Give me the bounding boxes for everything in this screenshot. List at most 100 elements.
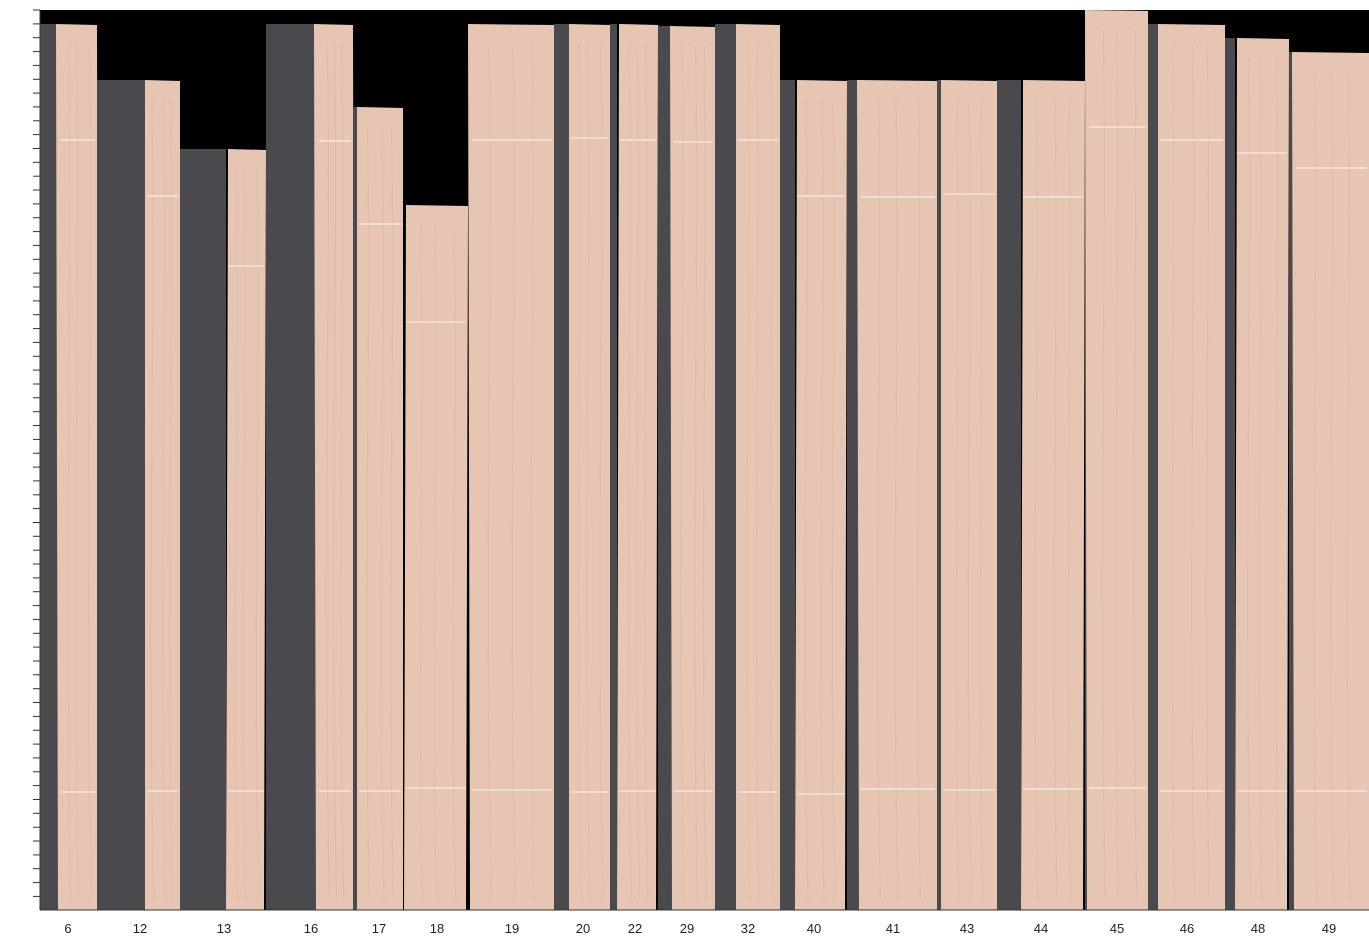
wood-grain — [242, 168, 247, 901]
board-label: 46 — [1179, 921, 1195, 936]
board-wood — [226, 149, 266, 910]
wood-grain — [487, 43, 492, 901]
wood-grain — [894, 99, 899, 901]
wood-grain — [636, 43, 640, 901]
board-shadow — [353, 107, 357, 910]
wood-grain — [1034, 99, 1039, 901]
wood-grain — [380, 126, 385, 901]
board-shadow — [97, 80, 145, 910]
wood-grain — [511, 43, 516, 901]
board-label: 43 — [959, 921, 975, 936]
board-wood — [1158, 24, 1225, 910]
wood-grain — [599, 43, 604, 901]
board-shadow — [554, 24, 569, 910]
wood-grain — [577, 43, 582, 901]
wood-grain — [419, 224, 424, 901]
board-wood — [357, 107, 403, 910]
board-32 — [715, 24, 780, 910]
board-19 — [468, 24, 556, 910]
board-13 — [180, 149, 266, 910]
board-shadow — [937, 80, 941, 910]
board-label: 16 — [303, 921, 319, 936]
board-45 — [1085, 10, 1150, 910]
board-40 — [780, 80, 847, 910]
board-46 — [1148, 24, 1225, 910]
wood-grain — [979, 99, 984, 901]
board-label: 20 — [575, 921, 591, 936]
wood-grain — [366, 126, 370, 901]
board-shadow — [997, 80, 1021, 910]
board-shadow — [40, 24, 58, 910]
wood-grain — [452, 224, 457, 901]
board-wood — [1292, 52, 1369, 910]
board-shadow — [1148, 24, 1158, 910]
board-44 — [997, 80, 1085, 910]
board-17 — [353, 107, 403, 910]
wood-grain — [820, 99, 825, 901]
wood-grain — [917, 99, 921, 901]
wood-grain — [804, 99, 809, 901]
wood-grain — [769, 43, 774, 901]
board-18 — [404, 205, 468, 910]
boards-layer — [40, 10, 1369, 910]
board-label: 12 — [132, 921, 148, 936]
board-wood — [1085, 10, 1150, 910]
board-label: 49 — [1321, 921, 1337, 936]
board-48 — [1225, 38, 1289, 910]
wood-grain — [162, 99, 166, 901]
wood-grain — [680, 45, 685, 901]
board-16 — [266, 24, 355, 910]
wood-grain — [1258, 57, 1263, 901]
wood-grain — [702, 45, 707, 901]
board-label: 18 — [429, 921, 445, 936]
board-label: 40 — [806, 921, 822, 936]
wood-grain — [390, 126, 394, 901]
board-shadow — [180, 149, 226, 910]
wood-grain — [1053, 99, 1058, 901]
wood-grain — [433, 224, 438, 901]
board-label: 44 — [1033, 921, 1049, 936]
wood-grain — [586, 43, 590, 901]
wood-grain — [168, 99, 173, 901]
board-shadow — [1225, 38, 1235, 910]
board-label: 6 — [64, 921, 72, 936]
board-label: 17 — [371, 921, 387, 936]
board-wood — [468, 24, 556, 910]
board-shadow — [266, 24, 316, 910]
board-shadow — [780, 80, 795, 910]
wood-grain — [967, 99, 972, 901]
wood-grain — [1133, 29, 1138, 901]
wood-grain — [1191, 43, 1195, 901]
wood-grain — [755, 43, 760, 901]
wood-grain — [1275, 57, 1279, 901]
wood-grain — [67, 43, 72, 901]
board-41 — [847, 80, 939, 910]
wood-grain — [1101, 29, 1106, 901]
wood-grain — [1205, 43, 1210, 901]
vertical-ruler — [33, 9, 1369, 911]
board-wood — [670, 26, 717, 910]
board-22 — [610, 24, 658, 910]
board-label: 22 — [627, 921, 643, 936]
board-shadow — [658, 26, 672, 910]
board-wood — [145, 80, 180, 910]
wood-grain — [644, 43, 649, 901]
wood-grain — [1067, 99, 1072, 901]
wood-grain — [746, 43, 751, 901]
wood-grain — [530, 43, 535, 901]
wood-grain — [627, 43, 632, 901]
wood-grain — [1346, 71, 1351, 901]
wood-grain — [1115, 29, 1119, 901]
board-label: 29 — [679, 921, 695, 936]
wood-grain — [1330, 71, 1334, 901]
wood-grain — [1171, 43, 1176, 901]
board-wood — [1235, 38, 1289, 910]
board-12 — [97, 80, 180, 910]
board-label: 45 — [1109, 921, 1125, 936]
board-shadow — [610, 24, 617, 910]
wood-grain — [75, 43, 79, 901]
board-49 — [1289, 52, 1369, 910]
board-wood — [569, 24, 610, 910]
wood-grain — [877, 99, 881, 901]
